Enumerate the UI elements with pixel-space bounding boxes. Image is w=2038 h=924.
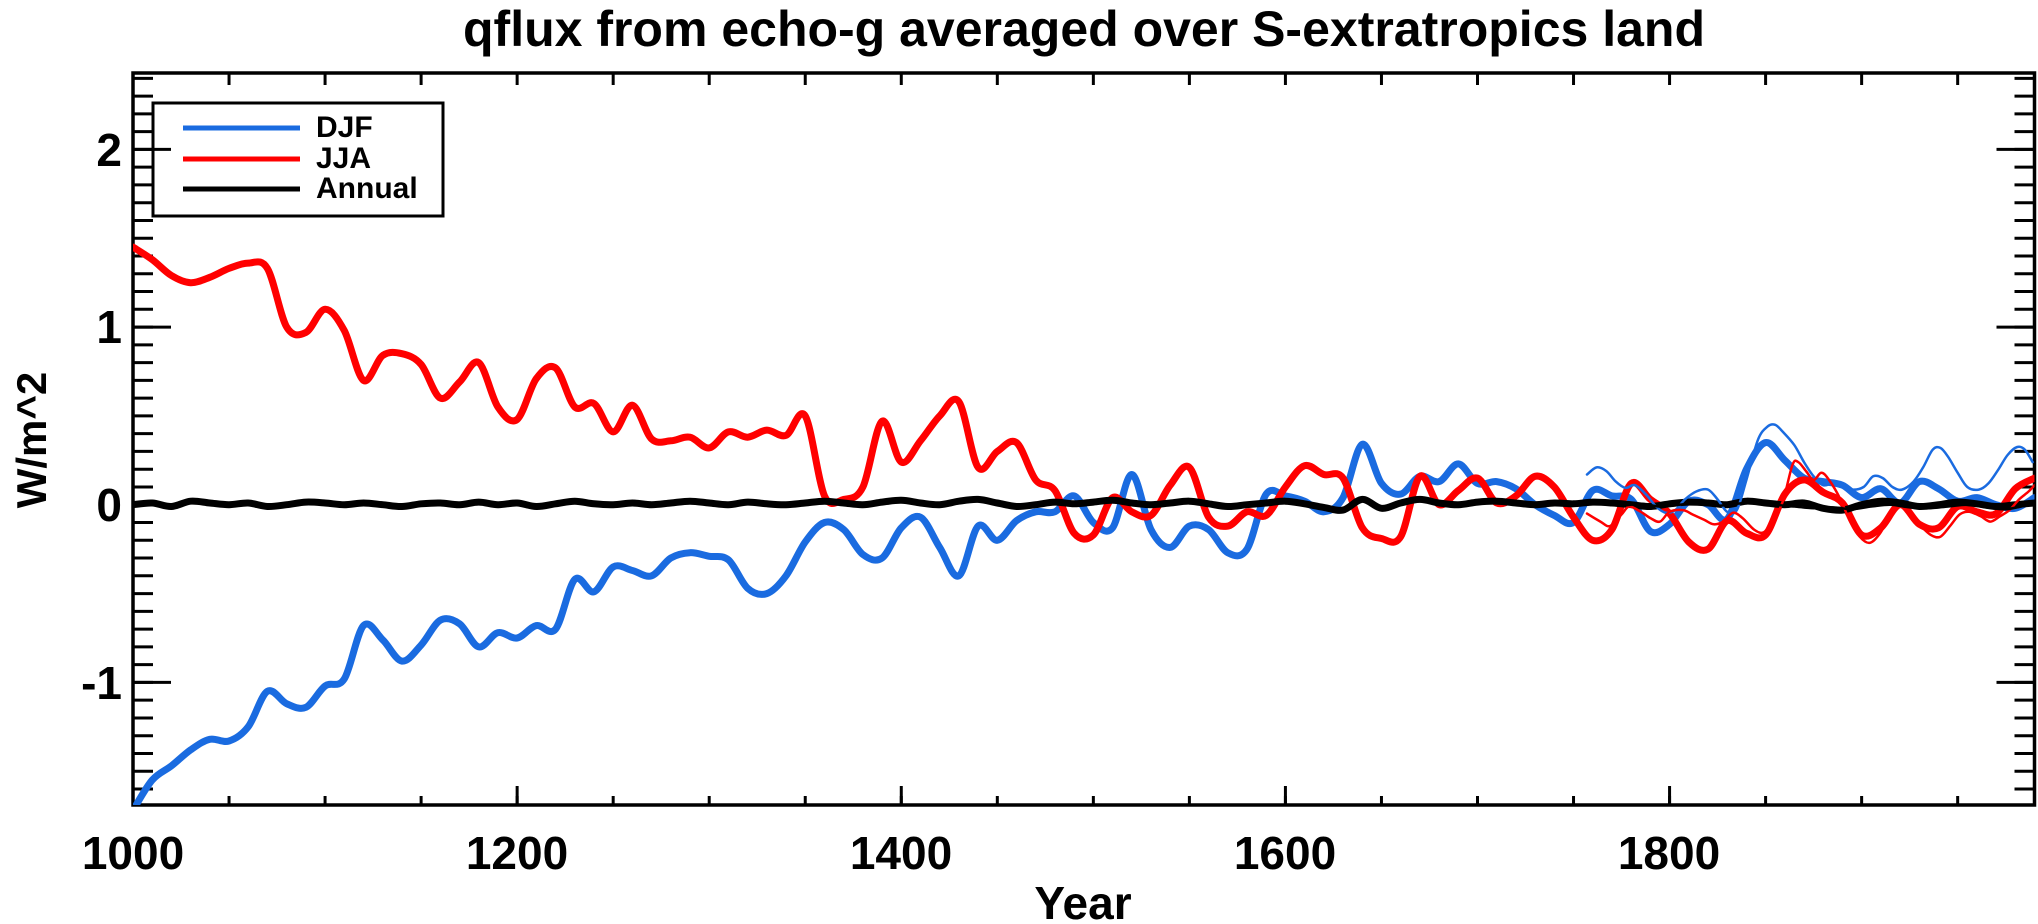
series-annual-smoothed: [133, 495, 2035, 514]
series-djf-smoothed: [133, 439, 2035, 805]
x-axis-title: Year: [1034, 877, 1132, 924]
x-tick-label: 1400: [849, 827, 953, 879]
legend-box: [151, 101, 445, 218]
x-tick-label: 1800: [1617, 827, 1721, 879]
series-jja-smoothed: [133, 243, 2035, 554]
x-tick-label: 1000: [81, 827, 185, 879]
x-tick-label: 1600: [1233, 827, 1337, 879]
legend-label-djf: DJF: [316, 111, 373, 144]
legend-label-jja: JJA: [316, 142, 372, 175]
y-tick-label: 2: [96, 124, 122, 176]
series-jja-thin: [1585, 459, 2035, 545]
x-tick-label: 1200: [465, 827, 569, 879]
y-tick-label: 0: [96, 479, 122, 531]
y-axis-title: W/m^2: [8, 371, 55, 509]
series-annual-thin: [1585, 500, 2035, 511]
y-tick-label: 1: [96, 301, 122, 353]
chart-title: qflux from echo-g averaged over S-extrat…: [463, 1, 1705, 57]
axes-frame: [131, 71, 2037, 807]
series-djf-thin: [1585, 423, 2034, 515]
legend-label-annual: Annual: [316, 172, 418, 205]
y-tick-label: -1: [81, 657, 122, 709]
